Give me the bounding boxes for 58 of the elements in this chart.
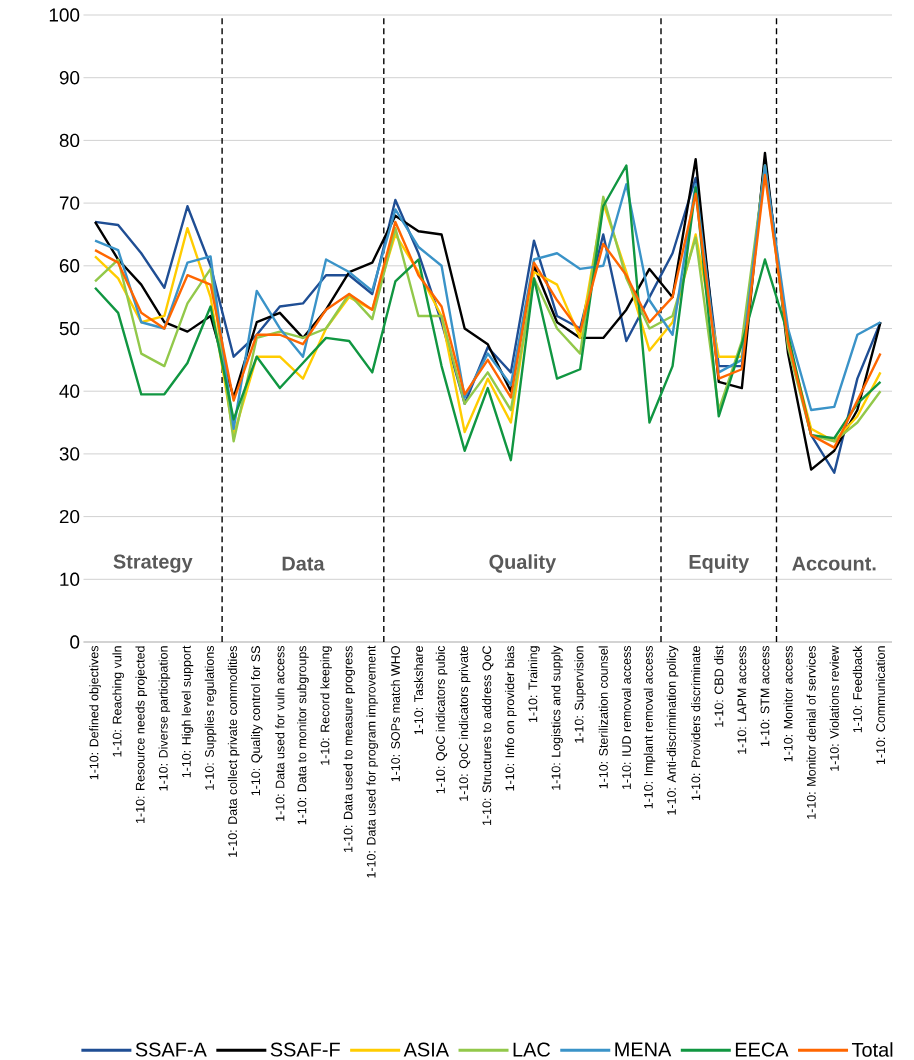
- x-tick-label: 1-10: Resource needs projected: [135, 646, 148, 823]
- legend-label: EECA: [735, 1042, 789, 1057]
- x-tick-label: 1-10: Record keeping: [320, 646, 332, 765]
- x-tick-label: 1-10: Supplies regulations: [204, 646, 217, 790]
- annotation: Quality: [489, 554, 557, 573]
- x-tick-label: 1-10: Data collect private commodities: [227, 646, 240, 857]
- x-tick-label: 1-10: Data to monitor subgroups: [297, 646, 309, 825]
- x-tick-label: 1-10: Implant removal access: [643, 645, 656, 809]
- y-tick-label: 90: [59, 70, 80, 85]
- x-tick-label: 1-10: Communication: [875, 646, 886, 765]
- legend-label: Total: [851, 1042, 893, 1057]
- x-tick-label: 1-10: STM access: [760, 645, 770, 747]
- x-tick-label: 1-10: Providers discriminate: [691, 646, 701, 801]
- x-tick-label: 1-10: Monitor access: [783, 645, 793, 762]
- legend-label: ASIA: [403, 1042, 449, 1057]
- x-tick-label: 1-10: High level support: [181, 645, 194, 778]
- x-tick-label: 1-10: Supervision: [574, 646, 586, 743]
- y-tick-label: 70: [59, 196, 80, 210]
- x-tick-label: 1-10: LAPM access: [737, 645, 747, 754]
- legend-label: SSAF-A: [135, 1042, 207, 1057]
- y-tick-label: 30: [59, 447, 80, 461]
- annotation: Strategy: [113, 554, 193, 573]
- legend-label: LAC: [513, 1042, 551, 1057]
- annotation: Data: [282, 556, 325, 571]
- x-tick-label: 1-10: Diverse participation: [158, 646, 171, 791]
- x-tick-label: 1-10: Taskshare: [413, 646, 424, 735]
- y-tick-label: 40: [59, 384, 80, 398]
- x-tick-label: 1-10: Feedback: [852, 645, 862, 733]
- x-tick-label: 1-10: IUD removal access: [621, 645, 631, 789]
- annotation: Account.: [792, 556, 876, 571]
- legend-label: MENA: [615, 1042, 672, 1057]
- x-tick-label: 1-10: Defined objectives: [89, 645, 101, 780]
- y-tick-label: 10: [60, 572, 80, 586]
- x-tick-label: 1-10: Logistics and supply: [551, 645, 563, 790]
- x-tick-label: 1-10: SOPs match WHO: [390, 646, 400, 782]
- x-tick-label: 1-10: QoC indicators pubic: [435, 645, 448, 794]
- x-tick-label: 1-10: Data used for program improvement: [366, 645, 379, 878]
- x-tick-label: 1-10: Info on provider bias: [505, 646, 517, 791]
- x-tick-label: 1-10: Training: [528, 646, 540, 723]
- annotation: Equity: [689, 554, 750, 573]
- y-tick-label: 50: [59, 321, 80, 336]
- x-tick-label: 1-10: Data used for vuln access: [275, 646, 285, 821]
- x-tick-label: 1-10: QoC indicators private: [458, 646, 471, 801]
- x-tick-label: 1-10: Structures to address QoC: [482, 646, 494, 825]
- x-tick-label: 1-10: CBD dist: [714, 645, 724, 727]
- x-tick-label: 1-10: Reaching vuln: [112, 646, 124, 757]
- x-tick-label: 1-10: Anti-discrimination policy: [666, 645, 679, 815]
- y-tick-label: 80: [59, 133, 80, 148]
- x-tick-label: 1-10: Quality control for SS: [250, 646, 263, 796]
- x-tick-label: 1-10: Violations review: [829, 645, 839, 771]
- y-tick-label: 100: [49, 8, 80, 22]
- y-tick-label: 20: [59, 509, 80, 524]
- y-tick-label: 60: [59, 259, 80, 273]
- x-tick-label: 1-10: Monitor denial of services: [806, 646, 816, 819]
- legend-label: SSAF-F: [270, 1042, 340, 1057]
- x-tick-label: 1-10: Sterilization counsel: [598, 646, 608, 789]
- x-tick-label: 1-10: Data used to measure progress: [343, 646, 355, 852]
- y-tick-label: 0: [70, 635, 80, 649]
